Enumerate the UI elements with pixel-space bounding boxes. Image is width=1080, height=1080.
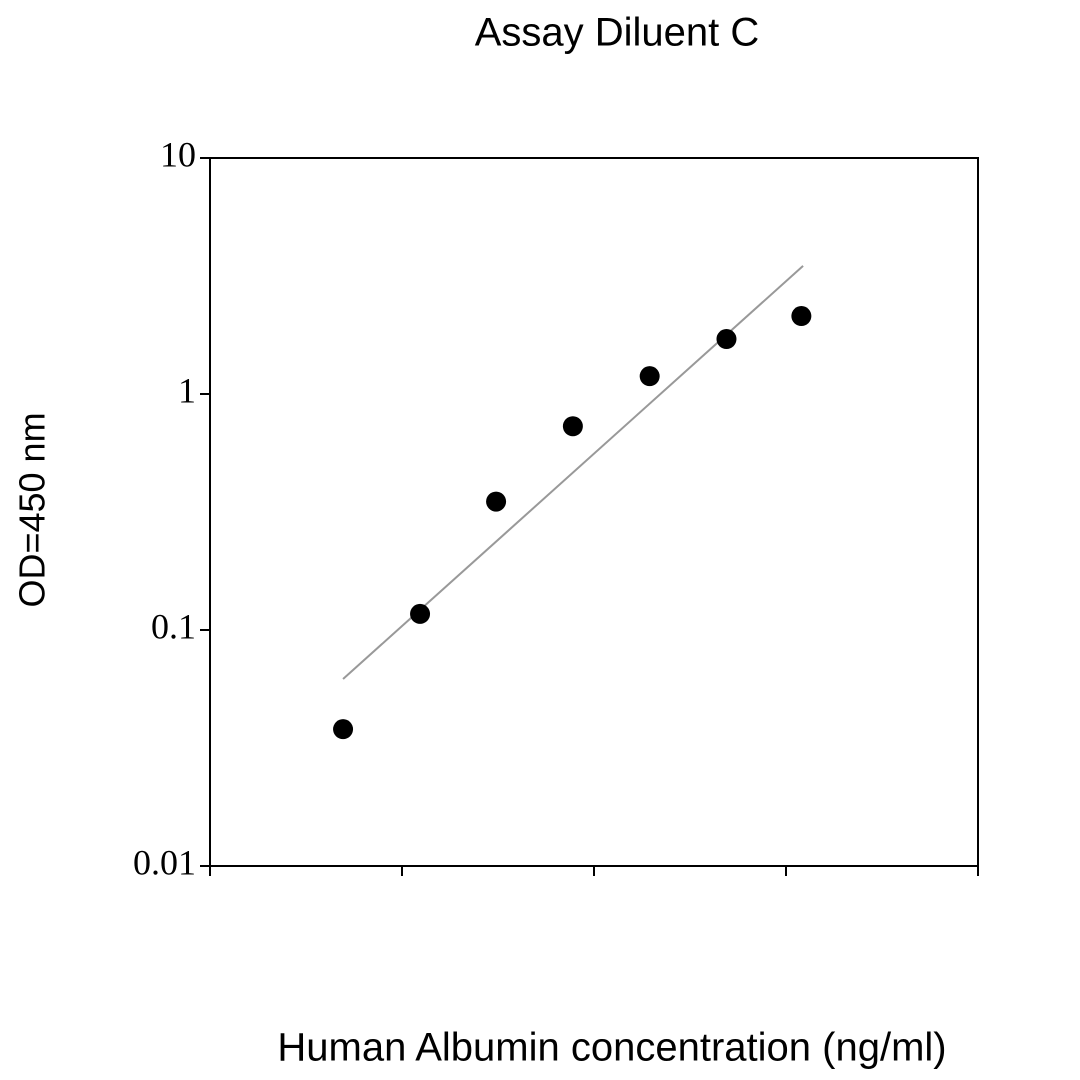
data-point	[639, 366, 660, 387]
data-point	[791, 306, 812, 327]
plot-frame	[209, 157, 979, 867]
data-point	[410, 603, 431, 624]
data-point	[486, 491, 507, 512]
y-tick-label: 0.1	[151, 606, 196, 646]
x-axis-label: Human Albumin concentration (ng/ml)	[277, 1026, 946, 1070]
y-tick-label: 0.01	[133, 842, 196, 882]
y-tick-label: 10	[160, 134, 196, 174]
y-tick-label: 1	[178, 370, 196, 410]
y-axis-label: OD=450 nm	[12, 412, 53, 607]
data-point	[333, 719, 354, 740]
data-point	[562, 416, 583, 437]
chart-title: Assay Diluent C	[475, 11, 760, 55]
data-point	[716, 329, 737, 350]
